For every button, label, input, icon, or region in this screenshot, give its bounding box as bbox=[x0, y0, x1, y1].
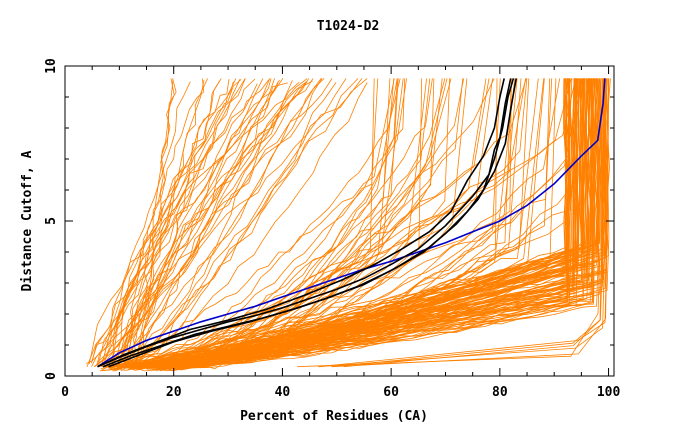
model-line bbox=[160, 78, 553, 369]
model-line bbox=[112, 79, 230, 363]
model-line bbox=[100, 78, 526, 369]
plot-series bbox=[85, 78, 611, 372]
y-tick-label: 10 bbox=[44, 58, 59, 74]
model-line bbox=[109, 78, 237, 364]
x-tick-label: 60 bbox=[383, 385, 399, 400]
x-tick-label: 20 bbox=[166, 385, 182, 400]
model-line bbox=[101, 78, 493, 369]
model-line bbox=[117, 78, 333, 363]
model-line bbox=[107, 81, 300, 367]
model-line bbox=[169, 78, 589, 368]
model-line bbox=[143, 78, 401, 367]
model-line bbox=[147, 78, 572, 365]
model-line bbox=[86, 82, 288, 367]
model-line bbox=[105, 78, 539, 367]
model-line bbox=[331, 78, 604, 368]
model-line bbox=[128, 79, 174, 362]
model-line bbox=[318, 78, 609, 368]
x-tick-label: 100 bbox=[597, 385, 621, 400]
model-line bbox=[97, 83, 258, 363]
model-line bbox=[137, 78, 175, 367]
series-line-4 bbox=[108, 78, 517, 368]
x-tick-label: 40 bbox=[275, 385, 291, 400]
series-line-0 bbox=[97, 78, 606, 368]
x-axis-label: Percent of Residues (CA) bbox=[240, 409, 428, 424]
y-tick-label: 5 bbox=[44, 217, 59, 225]
model-line bbox=[147, 78, 443, 371]
model-line bbox=[127, 78, 347, 364]
model-line bbox=[135, 82, 368, 367]
model-line bbox=[101, 78, 325, 367]
model-line bbox=[160, 78, 391, 371]
model-line bbox=[123, 78, 322, 368]
model-line bbox=[134, 78, 310, 367]
model-line bbox=[135, 78, 272, 367]
model-line bbox=[146, 78, 577, 370]
model-line bbox=[127, 78, 582, 366]
model-line bbox=[114, 78, 205, 363]
model-line bbox=[331, 78, 610, 368]
model-line bbox=[94, 78, 284, 368]
model-line bbox=[120, 78, 359, 367]
model-line bbox=[102, 78, 271, 364]
series-line-1 bbox=[97, 78, 512, 368]
model-line bbox=[160, 78, 501, 364]
model-line bbox=[297, 78, 602, 368]
model-line bbox=[123, 78, 407, 368]
model-line bbox=[115, 78, 314, 367]
y-tick-label: 0 bbox=[44, 372, 59, 380]
model-line bbox=[126, 78, 363, 366]
model-line bbox=[112, 78, 375, 370]
model-line bbox=[318, 78, 607, 368]
model-line bbox=[140, 80, 293, 365]
axis-ticks: 0 20 40 60 80 100 0 5 10 bbox=[44, 58, 620, 400]
model-line bbox=[125, 79, 242, 366]
model-line bbox=[178, 78, 584, 369]
model-line bbox=[147, 78, 487, 372]
model-line bbox=[137, 78, 573, 372]
model-line bbox=[127, 78, 578, 371]
model-line bbox=[160, 78, 578, 369]
chart-title: T1024-D2 bbox=[317, 19, 380, 34]
model-line bbox=[88, 78, 308, 364]
model-line bbox=[118, 80, 313, 365]
series-line-3 bbox=[97, 78, 505, 368]
x-tick-label: 80 bbox=[492, 385, 508, 400]
model-line bbox=[123, 78, 512, 366]
x-tick-label: 0 bbox=[61, 385, 69, 400]
model-line bbox=[128, 78, 379, 368]
y-axis-label: Distance Cutoff, A bbox=[20, 150, 35, 291]
